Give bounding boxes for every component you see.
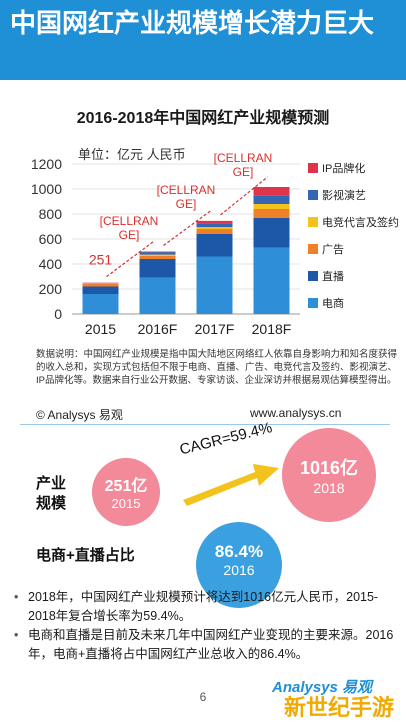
y-tick-label: 800 [39,206,63,222]
legend-swatch [308,271,318,281]
bar-segment [254,248,290,314]
legend-label: IP品牌化 [322,161,365,175]
bar-segment [140,252,176,253]
legend-swatch [308,190,318,200]
bar-segment [254,187,290,195]
legend-swatch [308,298,318,308]
bar-segment [197,229,233,234]
bracket-label: GE] [233,165,254,179]
bracket-label: GE] [119,228,140,242]
y-tick-label: 400 [39,256,63,272]
bubble-2015-year: 2015 [92,496,160,511]
source-credit: © Analysys 易观 [36,406,123,423]
bubble-2018-value: 1016亿 [282,454,376,480]
source-url: www.analysys.cn [250,406,341,420]
legend-swatch [308,217,318,227]
scale-label: 产业 规模 [36,474,66,514]
bullet-item: • 2018年，中国网红产业规模预计将达到1016亿元人民币，2015-2018… [14,588,398,626]
bar-segment [83,284,119,287]
bracket-label: [CELLRAN [100,214,159,228]
x-tick-label: 2017F [195,321,235,337]
bar-segment [140,252,176,255]
watermark: 新世纪手游 [284,690,394,722]
y-tick-label: 600 [39,231,63,247]
divider [20,424,390,425]
bar-chart: 0 200 400 600 800 1000 1200 2015 251 2016F 2017F 20… [0,150,406,345]
bar-segment [197,257,233,315]
bar-segment [140,259,176,278]
bar-segment [254,204,290,209]
bullet-dot-icon: • [14,588,18,607]
bracket-label: [CELLRAN [214,151,273,165]
x-tick-label: 2016F [138,321,178,337]
data-note: 数据说明：中国网红产业规模是指中国大陆地区网络红人依靠自身影响力和知名度获得的收… [36,348,398,387]
growth-arrow-icon [175,450,285,510]
bubble-share-value: 86.4% [196,542,282,562]
bar-segment [197,234,233,257]
bullet-text: 电商和直播是目前及未来几年中国网红产业变现的主要来源。2016年，电商+直播将占… [28,628,393,661]
bar-segment [140,278,176,314]
bubble-2018-year: 2018 [282,480,376,496]
y-tick-label: 1200 [31,156,62,172]
bar-segment [83,294,119,314]
page-title: 中国网红产业规模增长潜力巨大 [10,6,400,40]
bar-segment [83,287,119,295]
y-tick-label: 0 [54,306,62,322]
legend-swatch [308,163,318,173]
bubble-2015-value: 251亿 [92,472,160,496]
x-tick-label: 2018F [252,321,292,337]
bar-segment [83,283,119,284]
bar-segment [254,195,290,204]
bubble-2018: 1016亿 2018 [282,428,376,522]
x-tick-label: 2015 [85,321,116,337]
bar-segment [254,218,290,248]
bullet-list: • 2018年，中国网红产业规模预计将达到1016亿元人民币，2015-2018… [14,588,398,664]
bar-segment [140,256,176,259]
legend-label: 直播 [322,269,344,283]
bubble-share-year: 2016 [196,562,282,578]
bullet-item: • 电商和直播是目前及未来几年中国网红产业变现的主要来源。2016年，电商+直播… [14,626,398,664]
y-tick-label: 1000 [31,181,62,197]
bar-segment [197,227,233,229]
bracket-label: [CELLRAN [157,183,216,197]
bar-segment [140,255,176,256]
data-label: 251 [89,252,113,268]
bracket-label: GE] [176,197,197,211]
share-label: 电商+直播占比 [36,546,135,566]
bar-segment [197,223,233,227]
legend-label: 影视演艺 [322,188,366,202]
legend-label: 电竞代言及签约 [322,215,399,229]
legend-label: 电商 [322,296,344,310]
bar-segment [197,221,233,224]
y-tick-label: 200 [39,281,63,297]
legend-label: 广告 [322,243,344,256]
legend-swatch [308,244,318,254]
bullet-dot-icon: • [14,626,18,645]
bubble-2015: 251亿 2015 [92,458,160,526]
bar-segment [254,209,290,218]
bullet-text: 2018年，中国网红产业规模预计将达到1016亿元人民币，2015-2018年复… [28,590,378,623]
chart-title: 2016-2018年中国网红产业规模预测 [0,104,406,128]
